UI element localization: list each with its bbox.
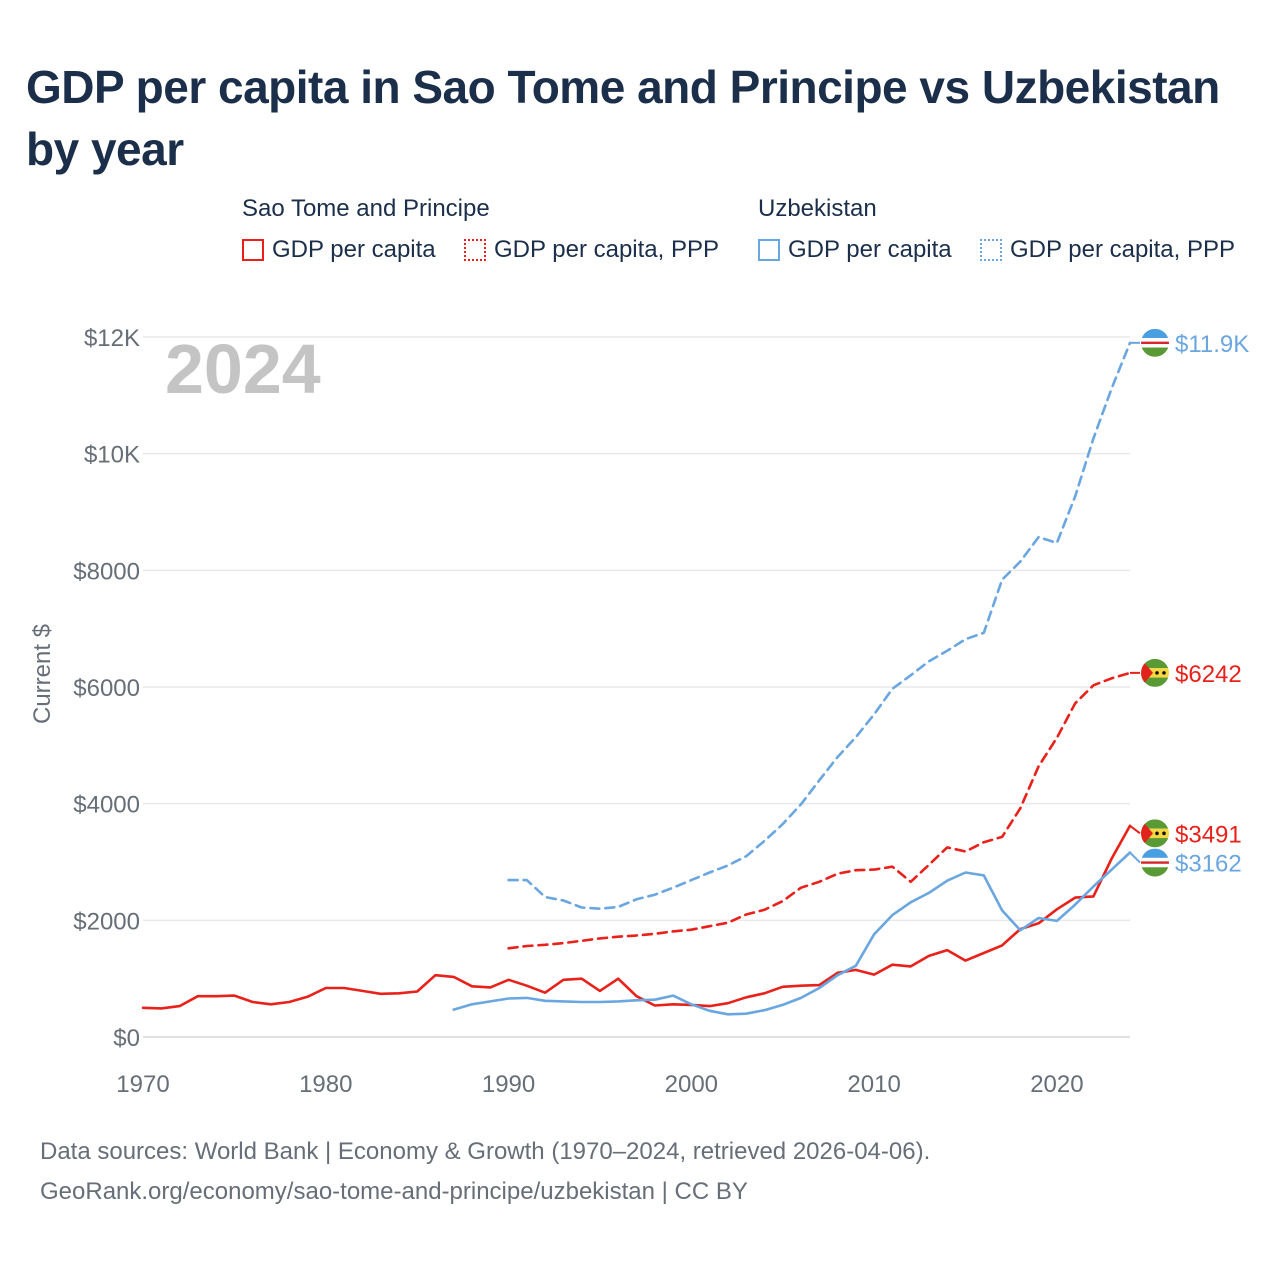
end-value-label: $11.9K bbox=[1175, 331, 1249, 358]
sao-tome-flag-icon bbox=[1141, 658, 1169, 687]
end-value-label: $3491 bbox=[1175, 821, 1242, 848]
footer-url[interactable]: GeoRank.org/economy/sao-tome-and-princip… bbox=[40, 1178, 748, 1205]
sao-tome-flag-icon bbox=[1141, 819, 1169, 848]
legend-swatch bbox=[464, 239, 486, 261]
legend-label: GDP per capita bbox=[788, 236, 952, 263]
x-tick-label: 1970 bbox=[116, 1071, 169, 1098]
legend-label: GDP per capita, PPP bbox=[494, 236, 719, 263]
y-tick-label: $2000 bbox=[73, 908, 140, 935]
y-tick-label: $6000 bbox=[73, 675, 140, 702]
legend-item[interactable]: GDP per capita, PPP bbox=[464, 236, 719, 264]
x-tick-label: 1980 bbox=[299, 1071, 352, 1098]
line-chart: $0 $2000 $4000 $6000 $8000 $10K $12K 1970 1980 19… bbox=[29, 325, 1249, 1098]
legend-swatch bbox=[980, 239, 1002, 261]
series-line bbox=[452, 851, 1132, 1016]
legend-swatch bbox=[242, 239, 264, 261]
legend-group-title: Uzbekistan bbox=[758, 195, 877, 222]
end-connector bbox=[1129, 851, 1141, 864]
x-tick-label: 2000 bbox=[665, 1071, 718, 1098]
uzbekistan-flag-icon bbox=[1141, 328, 1169, 357]
legend-item[interactable]: GDP per capita bbox=[758, 236, 952, 264]
y-tick-label: $8000 bbox=[73, 558, 140, 585]
y-tick-label: $12K bbox=[84, 325, 140, 352]
x-tick-label: 2010 bbox=[847, 1071, 900, 1098]
y-tick-label: $4000 bbox=[73, 792, 140, 819]
y-tick-label: $10K bbox=[84, 442, 140, 469]
end-value-label: $6242 bbox=[1175, 661, 1242, 688]
end-value-label: $3162 bbox=[1175, 851, 1242, 878]
legend-label: GDP per capita, PPP bbox=[1010, 236, 1235, 263]
chart-title: GDP per capita in Sao Tome and Principe … bbox=[26, 61, 1220, 175]
uzbekistan-flag-icon bbox=[1141, 848, 1169, 877]
y-tick-label: $0 bbox=[113, 1025, 140, 1052]
series-line bbox=[141, 824, 1132, 1010]
x-tick-label: 1990 bbox=[482, 1071, 535, 1098]
series-line bbox=[507, 341, 1132, 911]
footer-sources: Data sources: World Bank | Economy & Gro… bbox=[40, 1138, 931, 1165]
legend-label: GDP per capita bbox=[272, 236, 436, 263]
year-watermark: 2024 bbox=[165, 330, 321, 408]
legend-swatch bbox=[758, 239, 780, 261]
legend-item[interactable]: GDP per capita, PPP bbox=[980, 236, 1235, 264]
end-connector bbox=[1129, 824, 1141, 835]
series-line bbox=[507, 671, 1132, 950]
legend-group-title: Sao Tome and Principe bbox=[242, 195, 490, 222]
x-tick-label: 2020 bbox=[1030, 1071, 1083, 1098]
y-axis-label: Current $ bbox=[29, 624, 56, 724]
legend-item[interactable]: GDP per capita bbox=[242, 236, 436, 264]
